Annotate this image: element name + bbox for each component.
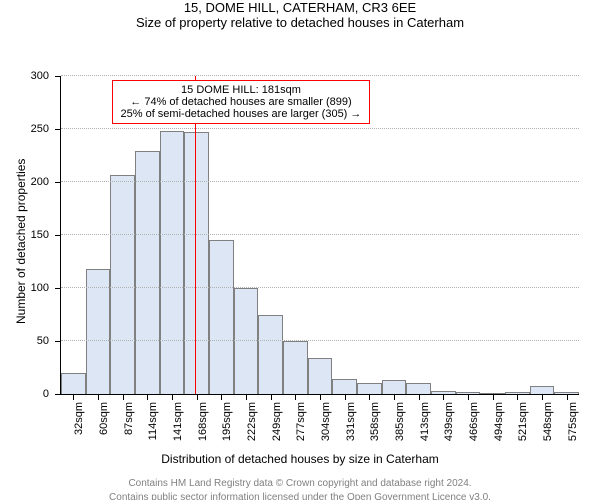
y-tick: 250 [31, 123, 61, 135]
bar [110, 175, 135, 394]
y-axis-title: Number of detached properties [14, 159, 28, 324]
bar [160, 131, 185, 394]
annotation-line: 25% of semi-detached houses are larger (… [121, 108, 362, 120]
bar [530, 386, 555, 394]
bar [357, 383, 382, 394]
grid-line [61, 287, 579, 288]
attribution-line1: Contains HM Land Registry data © Crown c… [0, 478, 600, 489]
bar [406, 383, 431, 394]
y-tick: 0 [43, 388, 61, 400]
y-tick: 300 [31, 70, 61, 82]
grid-line [61, 181, 579, 182]
annotation-box: 15 DOME HILL: 181sqm← 74% of detached ho… [112, 80, 371, 124]
grid-line [61, 75, 579, 76]
bar [234, 288, 259, 394]
y-tick: 200 [31, 176, 61, 188]
bar [382, 380, 407, 394]
bar [209, 240, 234, 394]
attribution-line2: Contains public sector information licen… [0, 492, 600, 500]
grid-line [61, 128, 579, 129]
bar [332, 379, 357, 394]
bar [135, 151, 160, 394]
y-tick: 50 [37, 335, 61, 347]
annotation-line: ← 74% of detached houses are smaller (89… [121, 96, 362, 108]
bar [184, 132, 209, 394]
y-tick: 100 [31, 282, 61, 294]
page-title-line1: 15, DOME HILL, CATERHAM, CR3 6EE [0, 0, 600, 15]
grid-line [61, 340, 579, 341]
grid-line [61, 234, 579, 235]
x-axis-title: Distribution of detached houses by size … [0, 452, 600, 466]
plot-area: 15 DOME HILL: 181sqm← 74% of detached ho… [60, 76, 579, 395]
annotation-line: 15 DOME HILL: 181sqm [121, 84, 362, 96]
bar [258, 315, 283, 395]
page-title-line2: Size of property relative to detached ho… [0, 15, 600, 30]
bar [308, 358, 333, 394]
bar [61, 373, 86, 394]
bar [283, 341, 308, 394]
y-tick: 150 [31, 229, 61, 241]
